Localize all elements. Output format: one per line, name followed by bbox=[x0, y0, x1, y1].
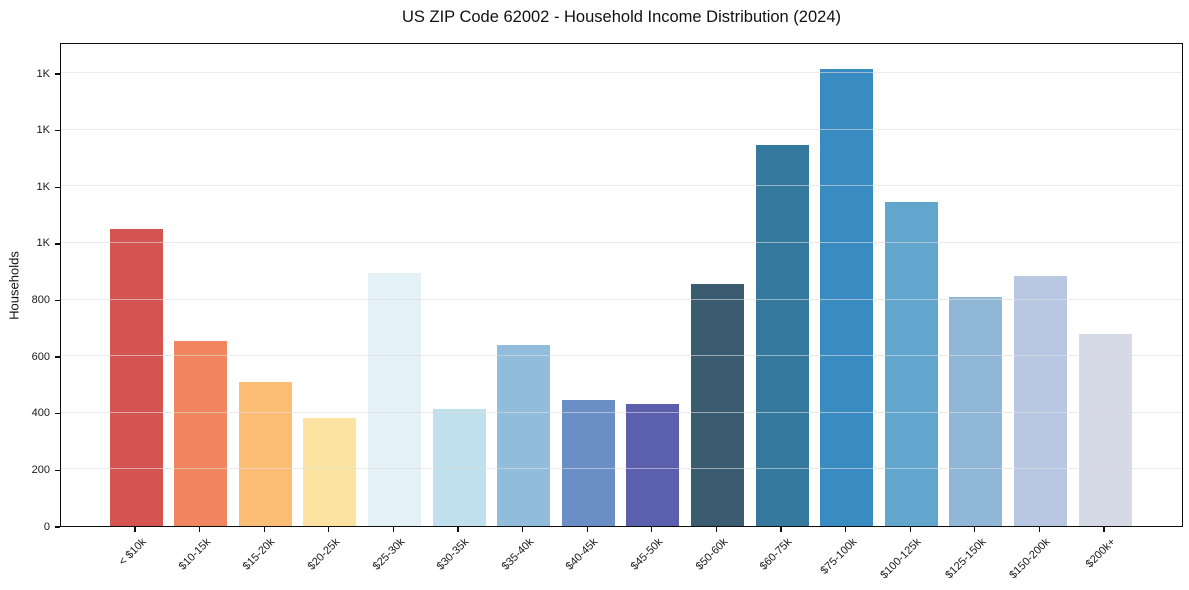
bar-45-50k bbox=[626, 404, 680, 526]
gridline bbox=[61, 185, 1182, 187]
bar-35-40k bbox=[497, 344, 551, 526]
gridline bbox=[61, 72, 1182, 74]
bar-10k bbox=[109, 228, 163, 526]
x-tick-mark bbox=[134, 527, 136, 532]
y-tick-label: 1K bbox=[36, 124, 50, 137]
x-tick-mark bbox=[1103, 527, 1105, 532]
gridline bbox=[61, 241, 1182, 243]
gridline bbox=[61, 468, 1182, 470]
bar-40-45k bbox=[561, 400, 615, 526]
bar-125-150k bbox=[949, 296, 1003, 526]
bar-15-20k bbox=[238, 381, 292, 526]
x-tick-mark bbox=[1038, 527, 1041, 532]
y-tick-label: 400 bbox=[31, 407, 50, 420]
x-tick-mark bbox=[457, 527, 459, 532]
y-tick-mark bbox=[55, 186, 60, 189]
y-tick-label: 0 bbox=[43, 520, 50, 533]
bar-100-125k bbox=[884, 201, 938, 526]
x-tick-mark bbox=[651, 527, 653, 532]
bar-75-100k bbox=[820, 68, 874, 526]
bar-60-75k bbox=[755, 145, 809, 526]
y-tick-label: 1K bbox=[36, 180, 50, 193]
x-tick-mark bbox=[844, 527, 847, 532]
x-tick-mark bbox=[263, 527, 265, 532]
x-tick-mark bbox=[715, 527, 718, 532]
y-tick-mark bbox=[55, 299, 60, 302]
bar-10-15k bbox=[174, 340, 228, 526]
y-tick-label: 1K bbox=[36, 237, 50, 250]
gridline bbox=[61, 355, 1182, 357]
bar-25-30k bbox=[367, 272, 421, 526]
y-tick-label: 600 bbox=[31, 350, 50, 363]
y-tick-label: 200 bbox=[31, 463, 50, 476]
x-tick-mark bbox=[328, 527, 330, 532]
gridline bbox=[61, 411, 1182, 413]
bar-20-25k bbox=[303, 418, 357, 526]
y-tick-label: 800 bbox=[31, 294, 50, 307]
x-tick-mark bbox=[586, 527, 588, 532]
gridline bbox=[61, 128, 1182, 130]
x-tick-mark bbox=[909, 527, 911, 532]
y-tick-mark bbox=[55, 356, 60, 358]
gridline bbox=[61, 298, 1182, 300]
y-tick-mark bbox=[55, 73, 60, 75]
bar-150-200k bbox=[1013, 275, 1067, 526]
y-tick-mark bbox=[55, 130, 60, 132]
y-tick-mark bbox=[55, 469, 60, 472]
x-tick-mark bbox=[198, 527, 201, 532]
y-tick-label: 1K bbox=[36, 67, 50, 80]
bar-30-35k bbox=[432, 408, 486, 526]
chart-title: US ZIP Code 62002 - Household Income Dis… bbox=[401, 8, 841, 26]
x-tick-mark bbox=[521, 527, 524, 532]
y-tick-mark bbox=[55, 413, 60, 415]
plot-area bbox=[60, 43, 1183, 527]
x-tick-mark bbox=[780, 527, 782, 532]
x-tick-mark bbox=[392, 527, 395, 532]
y-tick-mark bbox=[55, 243, 60, 245]
x-tick-mark bbox=[974, 527, 976, 532]
bar-50-60k bbox=[690, 284, 744, 526]
y-tick-mark bbox=[55, 526, 60, 528]
bar-200k bbox=[1078, 333, 1132, 526]
